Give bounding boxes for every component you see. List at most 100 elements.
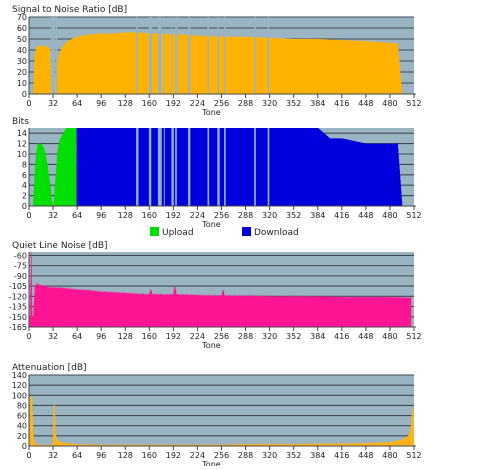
- y-tick-label: -90: [14, 272, 27, 281]
- x-tick-label: 224: [190, 451, 205, 460]
- x-tick-label: 224: [190, 332, 205, 341]
- x-tick-label: 320: [262, 332, 277, 341]
- y-tick-label: 40: [17, 46, 27, 55]
- y-tick-label: 70: [17, 13, 27, 22]
- x-tick-label: 128: [118, 332, 133, 341]
- upload-series: [33, 128, 77, 206]
- x-tick-label: 192: [166, 211, 181, 220]
- quiet-line-noise-chart: Quiet Line Noise [dB]-60 -75-90-105-120 -1…: [9, 241, 422, 350]
- y-tick-label: 120: [12, 381, 27, 390]
- y-tick-label: 6: [22, 171, 27, 180]
- x-tick-label: 256: [214, 332, 229, 341]
- x-tick-label: 416: [334, 211, 349, 220]
- x-tick-label: 448: [358, 99, 373, 108]
- x-tick-label: 0: [26, 332, 31, 341]
- x-tick-label: 512: [406, 332, 421, 341]
- y-tick-label: -120: [9, 292, 27, 301]
- x-tick-label: 96: [96, 99, 106, 108]
- noise-series: [28, 251, 412, 328]
- x-tick-label: 0: [26, 211, 31, 220]
- y-tick-label: 140: [12, 371, 27, 380]
- y-tick-label: 0: [22, 202, 27, 211]
- x-tick-label: 448: [358, 332, 373, 341]
- x-tick-label: 384: [310, 332, 325, 341]
- chart-title: Attenuation [dB]: [12, 363, 87, 373]
- legend-swatch: [150, 227, 159, 236]
- y-tick-label: -60: [14, 251, 27, 260]
- y-tick-label: 4: [22, 181, 27, 190]
- x-tick-label: 64: [72, 211, 82, 220]
- x-tick-label: 480: [382, 211, 397, 220]
- attenuation-series: [29, 395, 415, 447]
- x-tick-label: 512: [406, 99, 421, 108]
- chart-title: Quiet Line Noise [dB]: [12, 241, 108, 251]
- y-tick-label: 10: [17, 150, 27, 159]
- x-tick-label: 256: [214, 211, 229, 220]
- y-tick-label: 60: [17, 24, 27, 33]
- x-tick-label: 480: [382, 332, 397, 341]
- x-tick-label: 512: [406, 211, 421, 220]
- x-tick-label: 0: [26, 451, 31, 460]
- x-tick-label: 288: [238, 211, 253, 220]
- x-tick-label: 160: [142, 211, 157, 220]
- x-axis-label: Tone: [201, 108, 220, 117]
- x-tick-label: 32: [48, 451, 58, 460]
- y-tick-label: 0: [22, 90, 27, 99]
- x-tick-label: 0: [26, 99, 31, 108]
- x-tick-label: 352: [286, 332, 301, 341]
- y-tick-label: 12: [17, 140, 27, 149]
- x-tick-label: 384: [310, 451, 325, 460]
- x-axis-label: Tone: [201, 220, 220, 229]
- x-tick-label: 32: [48, 211, 58, 220]
- x-tick-label: 192: [166, 451, 181, 460]
- x-tick-label: 192: [166, 99, 181, 108]
- x-tick-label: 192: [166, 332, 181, 341]
- legend-label: Download: [254, 228, 299, 238]
- legend-download: Download: [242, 227, 299, 238]
- x-tick-label: 480: [382, 451, 397, 460]
- x-tick-label: 96: [96, 451, 106, 460]
- x-tick-label: 160: [142, 451, 157, 460]
- x-tick-label: 64: [72, 99, 82, 108]
- x-tick-label: 288: [238, 99, 253, 108]
- y-tick-label: 60: [17, 412, 27, 421]
- x-tick-label: 480: [382, 99, 397, 108]
- x-tick-label: 384: [310, 99, 325, 108]
- x-tick-label: 416: [334, 99, 349, 108]
- chart-title: Bits: [12, 117, 29, 127]
- x-tick-label: 416: [334, 451, 349, 460]
- x-tick-label: 160: [142, 332, 157, 341]
- x-tick-label: 128: [118, 451, 133, 460]
- y-tick-label: 20: [17, 68, 27, 77]
- x-tick-label: 448: [358, 451, 373, 460]
- x-tick-label: 448: [358, 211, 373, 220]
- y-tick-label: 10: [17, 79, 27, 88]
- x-tick-label: 256: [214, 451, 229, 460]
- x-tick-label: 128: [118, 211, 133, 220]
- x-tick-label: 352: [286, 211, 301, 220]
- y-tick-label: 8: [22, 160, 27, 169]
- y-tick-label: -150: [9, 313, 27, 322]
- snr-series: [33, 32, 403, 94]
- x-tick-label: 352: [286, 99, 301, 108]
- x-tick-label: 416: [334, 332, 349, 341]
- legend-upload: Upload: [150, 227, 194, 238]
- y-tick-label: 14: [17, 129, 27, 138]
- x-tick-label: 64: [72, 451, 82, 460]
- x-tick-label: 96: [96, 332, 106, 341]
- x-tick-label: 160: [142, 99, 157, 108]
- x-tick-label: 288: [238, 451, 253, 460]
- y-tick-label: 0: [22, 442, 27, 451]
- chart-title: Signal to Noise Ratio [dB]: [12, 5, 127, 15]
- data-columns: [33, 32, 403, 94]
- legend-swatch: [242, 227, 251, 236]
- x-tick-label: 224: [190, 211, 205, 220]
- y-tick-label: -75: [14, 262, 27, 271]
- x-tick-label: 96: [96, 211, 106, 220]
- y-tick-label: 50: [17, 35, 27, 44]
- y-tick-label: 100: [12, 391, 27, 400]
- y-tick-label: -165: [9, 323, 27, 332]
